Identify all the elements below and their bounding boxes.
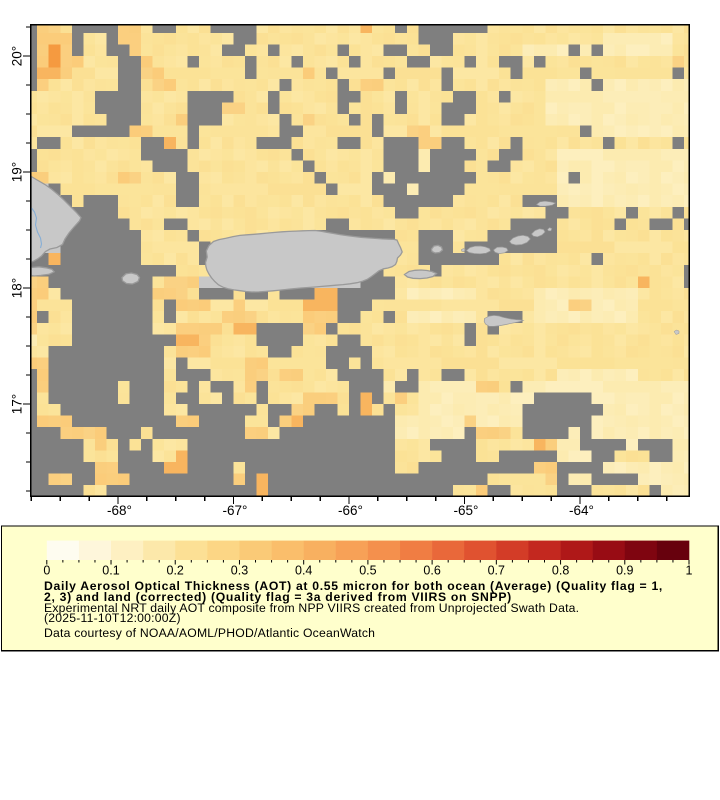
svg-text:0.2: 0.2	[167, 564, 184, 578]
svg-text:0.5: 0.5	[359, 564, 376, 578]
svg-text:0.1: 0.1	[102, 564, 119, 578]
svg-text:0: 0	[43, 564, 50, 578]
svg-text:2, 3) and land (corrected) (Qu: 2, 3) and land (corrected) (Quality flag…	[44, 590, 512, 604]
svg-text:18°: 18°	[10, 278, 25, 298]
svg-text:0.4: 0.4	[295, 564, 312, 578]
svg-text:20°: 20°	[10, 46, 25, 66]
svg-text:0.8: 0.8	[552, 564, 569, 578]
svg-text:0.7: 0.7	[488, 564, 505, 578]
svg-text:Experimental NRT daily AOT com: Experimental NRT daily AOT composite fro…	[44, 601, 579, 615]
svg-text:-68°: -68°	[107, 503, 132, 518]
svg-text:19°: 19°	[10, 162, 25, 182]
svg-text:0.6: 0.6	[423, 564, 440, 578]
svg-text:0.3: 0.3	[231, 564, 248, 578]
svg-text:Daily Aerosol Optical Thicknes: Daily Aerosol Optical Thickness (AOT) at…	[44, 579, 663, 593]
svg-text:0.9: 0.9	[616, 564, 633, 578]
svg-text:17°: 17°	[10, 394, 25, 414]
svg-text:-67°: -67°	[223, 503, 248, 518]
svg-text:-64°: -64°	[569, 503, 594, 518]
svg-text:1: 1	[686, 564, 693, 578]
svg-text:Data courtesy of NOAA/AOML/PHO: Data courtesy of NOAA/AOML/PHOD/Atlantic…	[44, 626, 375, 640]
svg-text:(2025-11-10T12:00:00Z): (2025-11-10T12:00:00Z)	[44, 611, 181, 625]
svg-text:-65°: -65°	[454, 503, 479, 518]
svg-text:-66°: -66°	[338, 503, 363, 518]
